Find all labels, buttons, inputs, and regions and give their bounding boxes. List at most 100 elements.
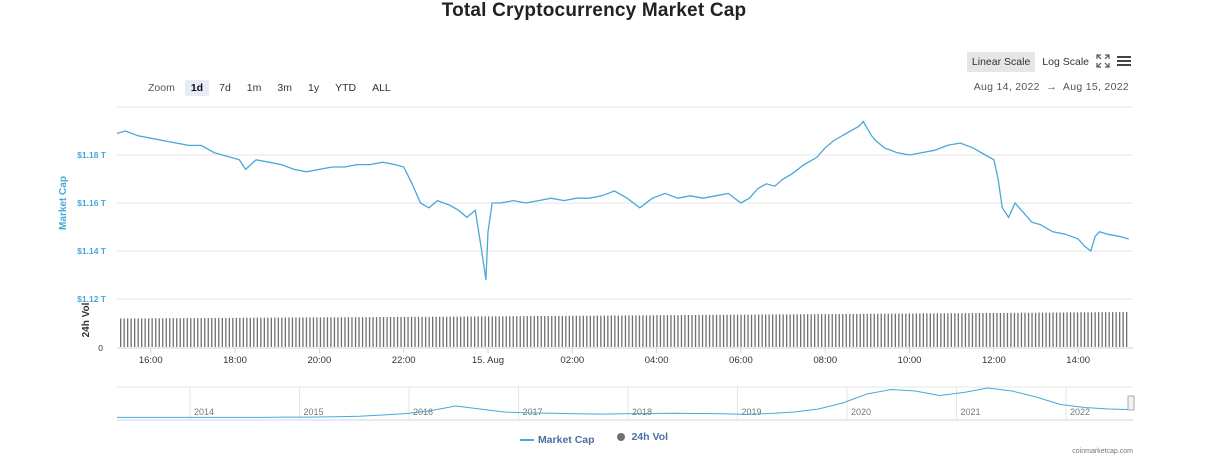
volume-bar bbox=[442, 316, 444, 347]
volume-bar bbox=[915, 313, 917, 347]
volume-bar bbox=[365, 317, 367, 347]
volume-bar bbox=[263, 317, 265, 347]
volume-bar bbox=[828, 314, 830, 347]
volume-bar bbox=[537, 316, 539, 347]
volume-bar bbox=[519, 316, 521, 347]
navigator-year-label: 2021 bbox=[961, 407, 981, 417]
volume-bars bbox=[120, 312, 1128, 347]
volume-bar bbox=[992, 312, 995, 347]
volume-bar bbox=[256, 317, 258, 347]
volume-bar bbox=[1073, 312, 1075, 347]
linear-scale-button[interactable]: Linear Scale bbox=[966, 52, 1036, 72]
volume-bar bbox=[186, 318, 188, 347]
volume-bar bbox=[603, 315, 605, 347]
volume-bar bbox=[361, 317, 364, 347]
volume-bar bbox=[169, 318, 171, 347]
volume-bar bbox=[582, 315, 584, 347]
volume-bar bbox=[396, 316, 399, 347]
x-axis-ticks: 16:00 18:00 20:00 22:00 15. Aug 02:00 04:00 06:… bbox=[139, 348, 1090, 366]
volume-bar bbox=[407, 316, 409, 347]
volume-bar bbox=[852, 313, 854, 347]
volume-bar bbox=[929, 313, 931, 347]
volume-bar bbox=[446, 316, 448, 347]
volume-bar bbox=[1076, 312, 1079, 347]
volume-bar bbox=[551, 315, 553, 347]
log-scale-button[interactable]: Log Scale bbox=[1042, 56, 1089, 68]
zoom-1d-button[interactable]: 1d bbox=[184, 80, 210, 96]
volume-bar bbox=[572, 315, 574, 347]
volume-bar bbox=[305, 317, 308, 347]
volume-bar bbox=[1006, 312, 1009, 347]
volume-bar bbox=[239, 317, 241, 347]
volume-bar bbox=[708, 314, 711, 347]
volume-bar bbox=[491, 316, 493, 347]
volume-bar bbox=[659, 315, 662, 347]
volume-bar bbox=[950, 313, 952, 347]
volume-bar bbox=[663, 315, 665, 347]
volume-bar bbox=[838, 314, 840, 347]
legend-24h-vol[interactable]: 24h Vol bbox=[617, 431, 668, 443]
volume-bar bbox=[1062, 312, 1065, 347]
volume-bar bbox=[453, 316, 455, 347]
volume-bar bbox=[719, 314, 721, 347]
zoom-1y-button[interactable]: 1y bbox=[307, 82, 320, 94]
volume-bar bbox=[516, 316, 518, 347]
volume-bar bbox=[193, 318, 195, 347]
menu-icon[interactable] bbox=[1117, 54, 1131, 68]
volume-bar bbox=[999, 312, 1002, 347]
y-tick-label: $1.14 T bbox=[77, 246, 107, 256]
volume-bar bbox=[750, 314, 753, 347]
zoom-ytd-button[interactable]: YTD bbox=[335, 82, 357, 94]
zoom-all-button[interactable]: ALL bbox=[372, 82, 391, 94]
volume-bar bbox=[740, 314, 742, 347]
volume-bar bbox=[1069, 312, 1072, 347]
legend-market-cap[interactable]: Market Cap bbox=[519, 434, 595, 446]
volume-bar bbox=[225, 317, 227, 347]
volume-bar bbox=[957, 313, 959, 347]
volume-bar bbox=[358, 317, 360, 347]
date-to[interactable]: Aug 15, 2022 bbox=[1062, 81, 1129, 93]
zoom-3m-button[interactable]: 3m bbox=[277, 82, 292, 94]
volume-bar bbox=[1038, 312, 1040, 347]
volume-bar bbox=[435, 316, 437, 347]
volume-bar bbox=[877, 313, 879, 347]
volume-bar bbox=[1119, 312, 1121, 347]
y-tick-label: $1.16 T bbox=[77, 198, 107, 208]
volume-bar bbox=[989, 313, 991, 347]
legend: Market Cap 24h Vol bbox=[0, 431, 1188, 446]
volume-bar bbox=[715, 314, 718, 347]
volume-bar bbox=[512, 316, 514, 347]
volume-bar bbox=[1098, 312, 1100, 347]
volume-bar bbox=[260, 317, 262, 347]
navigator-year-label: 2020 bbox=[851, 407, 871, 417]
volume-bar bbox=[677, 315, 679, 347]
volume-bar bbox=[898, 313, 900, 347]
volume-bar bbox=[1052, 312, 1054, 347]
volume-bar bbox=[123, 318, 125, 347]
volume-bar bbox=[130, 318, 132, 347]
volume-bar bbox=[505, 316, 507, 347]
zoom-1m-button[interactable]: 1m bbox=[246, 82, 262, 94]
x-tick-label: 06:00 bbox=[729, 355, 753, 366]
navigator-year-label: 2022 bbox=[1070, 407, 1090, 417]
volume-bar bbox=[575, 315, 577, 347]
volume-bar bbox=[982, 313, 984, 347]
volume-bar bbox=[400, 316, 402, 347]
volume-bar bbox=[463, 316, 465, 347]
volume-bar bbox=[242, 317, 244, 347]
date-from[interactable]: Aug 14, 2022 bbox=[973, 81, 1040, 93]
navigator-year-label: 2015 bbox=[304, 407, 324, 417]
volume-bar bbox=[1115, 312, 1117, 347]
volume-bar bbox=[1087, 312, 1089, 347]
volume-bar bbox=[712, 314, 714, 347]
volume-bar bbox=[628, 315, 630, 347]
volume-bar bbox=[726, 314, 728, 347]
fullscreen-icon[interactable] bbox=[1096, 54, 1110, 68]
volume-bar bbox=[1126, 312, 1128, 347]
volume-bar bbox=[873, 313, 875, 347]
zoom-7d-button[interactable]: 7d bbox=[219, 82, 231, 94]
volume-bar bbox=[246, 317, 248, 347]
volume-bar bbox=[691, 315, 693, 347]
volume-bar bbox=[1003, 312, 1005, 347]
